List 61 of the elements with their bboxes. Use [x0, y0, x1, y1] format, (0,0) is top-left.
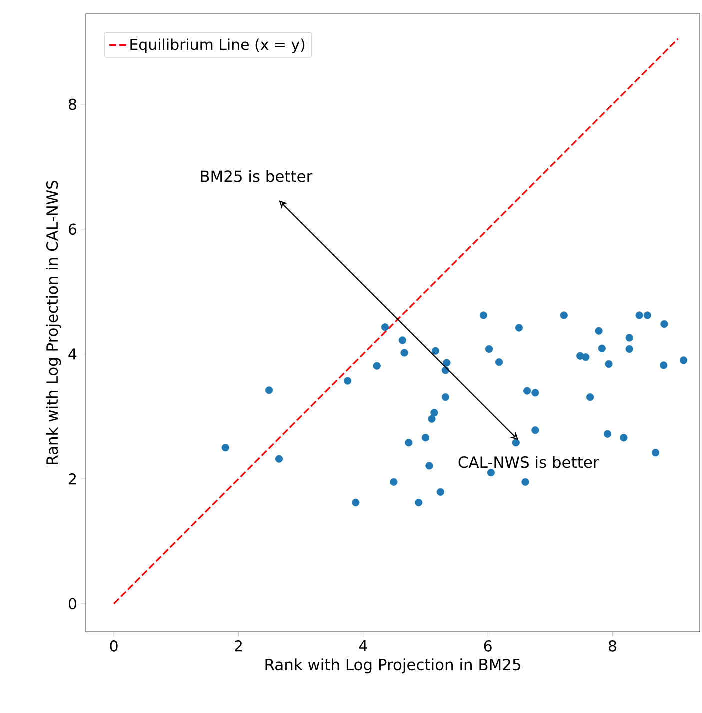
point — [512, 439, 520, 447]
point — [381, 324, 390, 332]
point — [405, 439, 413, 447]
y-axis-title: Rank with Log Projection in CAL-NWS — [46, 180, 62, 464]
legend-label: Equilibrium Line (x = y) — [130, 38, 305, 54]
point — [626, 345, 634, 354]
point — [644, 312, 652, 320]
point — [604, 430, 612, 438]
point — [480, 312, 488, 320]
y-tick-label: 6 — [69, 224, 77, 236]
point — [532, 389, 540, 397]
point — [222, 444, 230, 452]
point — [620, 434, 628, 442]
point — [560, 312, 568, 320]
point — [426, 462, 434, 470]
point — [398, 336, 406, 344]
x-tick-label: 6 — [484, 640, 492, 652]
x-tick-label: 2 — [235, 640, 242, 652]
point — [442, 393, 450, 402]
point — [436, 488, 444, 496]
point — [522, 478, 530, 486]
point — [680, 356, 688, 364]
point — [275, 455, 284, 463]
y-tick-label: 0 — [68, 598, 76, 610]
x-tick-label: 4 — [359, 640, 368, 652]
point — [428, 415, 436, 423]
point — [390, 478, 398, 486]
point — [415, 498, 423, 507]
point — [487, 469, 495, 477]
point — [432, 347, 440, 355]
y-tick-label: 2 — [69, 474, 76, 485]
x-tick-label: 8 — [609, 640, 616, 652]
point — [660, 320, 668, 328]
point — [598, 344, 606, 352]
y-tick-label: 4 — [68, 348, 77, 360]
x-axis-title: Rank with Log Projection in BM25 — [266, 658, 520, 674]
point — [605, 360, 613, 368]
point — [443, 359, 451, 367]
point — [626, 334, 634, 342]
point — [422, 434, 430, 442]
point — [595, 327, 603, 335]
point — [486, 345, 494, 354]
point — [582, 354, 590, 362]
annotation: CAL-NWS is better — [458, 456, 600, 468]
point — [495, 358, 504, 366]
x-tick-label: 0 — [110, 640, 118, 652]
point — [373, 362, 381, 370]
annotation: BM25 is better — [201, 170, 313, 182]
point — [524, 387, 532, 395]
point — [400, 349, 408, 357]
point — [352, 498, 360, 507]
point — [344, 377, 352, 385]
point — [636, 312, 644, 320]
point — [660, 362, 668, 370]
point — [430, 409, 438, 417]
point — [515, 324, 524, 332]
y-tick-label: 8 — [68, 98, 76, 110]
point — [586, 393, 594, 402]
point — [265, 386, 274, 394]
point — [532, 426, 540, 434]
point — [652, 449, 660, 457]
